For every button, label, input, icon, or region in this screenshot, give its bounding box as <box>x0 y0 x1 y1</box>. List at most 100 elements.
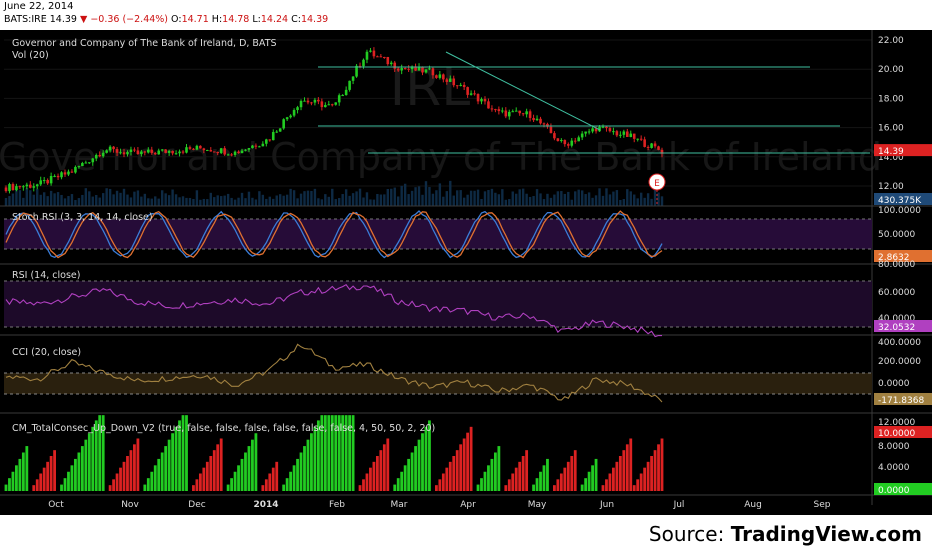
histogram-bar <box>480 478 483 491</box>
price-candles[interactable] <box>4 47 664 194</box>
candle-body <box>70 171 74 173</box>
volume-bar <box>8 196 11 206</box>
consecutive-histogram[interactable] <box>4 415 664 491</box>
histogram-bar <box>386 438 390 491</box>
candle-body <box>289 115 292 118</box>
histogram-bar <box>112 479 115 491</box>
source-name: TradingView.com <box>730 522 922 546</box>
candle-body <box>212 151 216 153</box>
candle-body <box>528 111 532 118</box>
candle-body <box>594 128 598 132</box>
volume-bar <box>393 187 396 206</box>
histogram-bar <box>428 420 431 491</box>
candle-body <box>84 162 88 164</box>
volume-title: Vol (20) <box>12 50 49 61</box>
low-label: L: <box>252 14 261 25</box>
candle-body <box>521 113 525 115</box>
histogram-bar <box>507 479 511 491</box>
volume-bar <box>46 196 49 206</box>
histogram-bar <box>400 471 404 491</box>
stoch-d-line[interactable] <box>5 210 663 259</box>
histogram-bar <box>525 450 529 491</box>
histogram-bar <box>646 461 650 491</box>
chart-canvas[interactable]: IRL Governor and Company of The Bank of … <box>0 30 932 515</box>
candle-body <box>632 133 636 139</box>
volume-bar <box>643 197 646 206</box>
cm-tick-label: 8.0000 <box>878 442 910 452</box>
volume-bar <box>532 196 535 206</box>
volume-bar <box>296 198 299 206</box>
candle-body <box>136 150 140 155</box>
volume-bar <box>626 189 629 206</box>
volume-bar <box>525 193 528 206</box>
histogram-bar <box>594 458 598 491</box>
candle-body <box>494 109 497 111</box>
candle-body <box>171 150 174 154</box>
cci-last-tag: -171.8368 <box>878 396 924 406</box>
volume-bar <box>376 194 379 206</box>
volume-bar <box>358 188 362 206</box>
histogram-bar <box>521 456 525 491</box>
cci-tick-label: 400.0000 <box>878 338 921 348</box>
volume-bar <box>598 188 601 206</box>
histogram-bar <box>330 415 334 491</box>
rsi-tick-label: 80.0000 <box>878 260 915 270</box>
histogram-bar <box>358 485 362 491</box>
candle-body <box>612 131 615 133</box>
downtrend-line[interactable] <box>445 51 601 131</box>
candle-body <box>560 140 563 142</box>
volume-bar <box>390 188 393 206</box>
rsi-line[interactable] <box>5 283 663 338</box>
trend-lines[interactable] <box>318 51 870 154</box>
low-value: 14.24 <box>260 14 289 25</box>
volume-bar <box>91 196 94 206</box>
candle-body <box>421 66 424 73</box>
candle-body <box>483 99 487 102</box>
volume-bar <box>407 194 410 206</box>
candle-body <box>462 84 466 88</box>
candle-body <box>143 151 147 153</box>
candle-body <box>518 110 521 114</box>
histogram-bar <box>587 471 591 491</box>
candle-body <box>615 131 619 136</box>
histogram-bar <box>160 452 164 491</box>
candle-body <box>8 184 11 192</box>
cm-top-tag-bg <box>874 426 932 438</box>
volume-bar <box>619 199 622 206</box>
volume-bar <box>549 197 553 206</box>
volume-bar <box>299 193 303 206</box>
volume-bar <box>261 194 265 206</box>
volume-bar <box>504 199 508 206</box>
volume-bar <box>608 194 612 206</box>
histogram-bar <box>365 473 369 491</box>
histogram-bar <box>306 439 310 491</box>
volume-bar <box>81 194 84 206</box>
candle-body <box>67 171 70 175</box>
volume-bar <box>542 199 546 206</box>
candle-body <box>296 107 299 111</box>
volume-bar <box>77 198 81 206</box>
histogram-bar <box>91 426 95 491</box>
candle-body <box>570 140 574 146</box>
candle-body <box>657 146 660 150</box>
cci-line[interactable] <box>5 343 663 403</box>
histogram-bar <box>80 446 84 491</box>
cci-panel-title: CCI (20, close) <box>12 347 81 358</box>
volume-bar <box>567 191 570 206</box>
time-axis: Oct Nov Dec 2014 Feb Mar Apr May Jun Jul Aug Sep <box>48 500 831 510</box>
volume-bar <box>105 188 108 206</box>
candle-body <box>455 85 459 87</box>
candle-body <box>469 93 473 95</box>
volume-bar <box>535 189 539 206</box>
time-axis-label: 2014 <box>253 500 278 510</box>
volume-bar <box>612 191 615 206</box>
volume-bar <box>320 199 324 206</box>
histogram-bar <box>8 478 11 491</box>
last-price: 14.39 <box>49 14 77 25</box>
candle-body <box>157 150 161 155</box>
candle-body <box>133 149 136 151</box>
candle-body <box>546 123 549 127</box>
price-tick-label: 20.00 <box>878 65 904 75</box>
histogram-bar <box>167 439 171 491</box>
grid-lines <box>4 39 872 187</box>
